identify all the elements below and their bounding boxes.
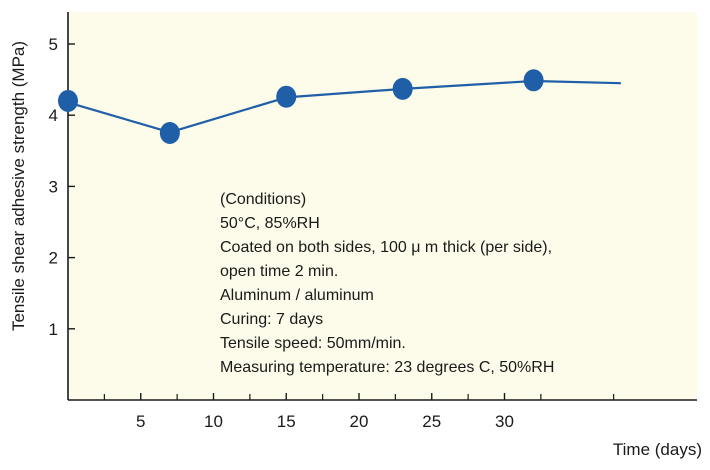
data-point: [58, 89, 78, 112]
x-tick-label: 30: [495, 412, 514, 431]
y-tick-label: 5: [49, 35, 58, 54]
x-tick-label: 15: [277, 412, 296, 431]
annotation-line: Aluminum / aluminum: [220, 287, 374, 304]
data-point: [276, 85, 297, 108]
y-axis-title: Tensile shear adhesive strength (MPa): [9, 41, 28, 331]
annotation-line: Tensile speed: 50mm/min.: [220, 335, 406, 352]
y-tick-label: 2: [49, 249, 58, 268]
series-line: [67, 79, 621, 134]
series-layer: [58, 69, 621, 144]
annotation-line: (Conditions): [220, 191, 306, 208]
x-tick-label: 25: [422, 412, 441, 431]
y-axis-ticks: 1 2 3 4 5: [49, 35, 75, 339]
x-tick-label: 5: [136, 412, 145, 431]
x-tick-label: 10: [204, 412, 223, 431]
x-tick-label: 20: [350, 412, 369, 431]
y-tick-label: 3: [49, 177, 58, 196]
x-axis-title: Time (days): [613, 440, 702, 459]
plot-area: [68, 12, 697, 400]
annotation-line: Measuring temperature: 23 degrees C, 50%…: [220, 359, 554, 376]
data-point: [159, 122, 180, 144]
annotation-line: Curing: 7 days: [220, 311, 323, 328]
data-point: [523, 69, 544, 92]
data-point: [392, 77, 413, 100]
y-tick-label: 1: [49, 320, 58, 339]
y-tick-label: 4: [49, 106, 58, 125]
x-axis-ticks: 5 10 15 20 25 30: [103, 393, 615, 431]
annotation-line: open time 2 min.: [220, 263, 338, 280]
conditions-annotation: (Conditions) 50°C, 85%RH Coated on both si…: [220, 191, 554, 376]
annotation-line: Coated on both sides, 100 μ m thick (per…: [220, 239, 552, 256]
annotation-line: 50°C, 85%RH: [220, 215, 320, 232]
